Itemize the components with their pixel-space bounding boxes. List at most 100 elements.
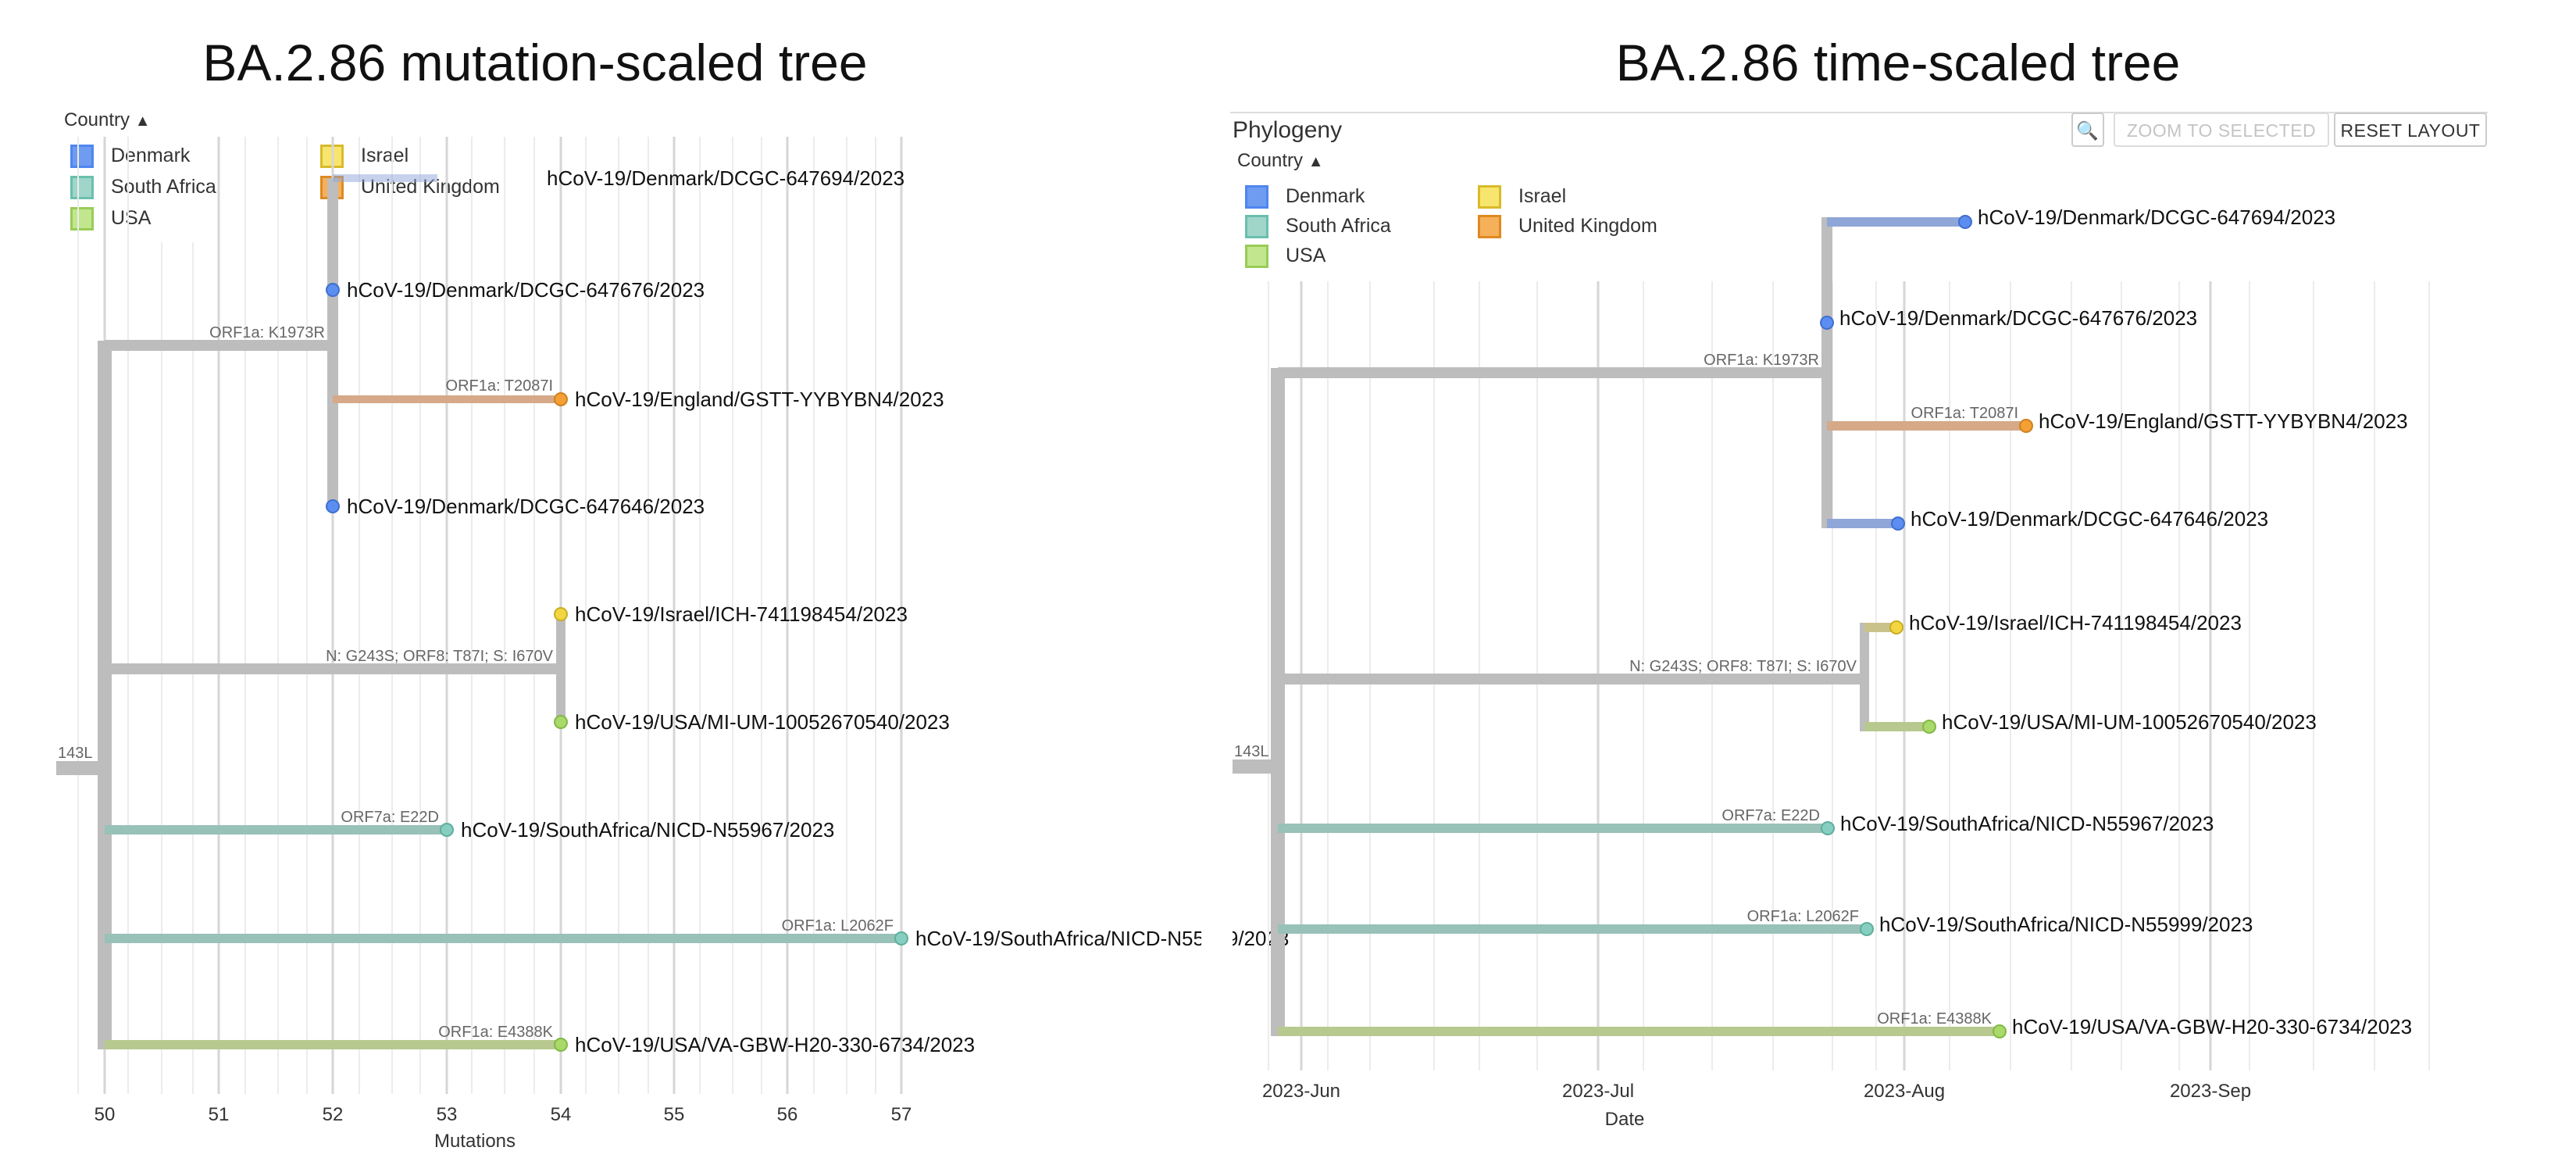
mutation-label: ORF7a: E22D [341, 809, 439, 826]
mutation-label: ORF1a: T2087I [446, 377, 553, 395]
panel-divider [1230, 112, 2488, 113]
x-tick-label: 2023-Jun [1262, 1081, 1340, 1102]
right-tree-title: BA.2.86 time-scaled tree [1615, 34, 2181, 91]
zoom-to-selected-button[interactable]: ZOOM TO SELECTED [2114, 113, 2329, 147]
tip-marker [2019, 419, 2033, 433]
root-label: 143L [58, 745, 93, 762]
legend-item-israel[interactable]: Israel [1478, 183, 1566, 209]
legend-label: USA [1286, 245, 1326, 266]
legend-swatch [1478, 215, 1501, 239]
tip-label[interactable]: hCoV-19/USA/VA-GBW-H20-330-6734/2023 [2012, 1015, 2412, 1038]
mutation-label: ORF1a: L2062F [782, 917, 894, 935]
tip-label[interactable]: hCoV-19/Israel/ICH-741198454/2023 [1909, 611, 2242, 634]
tip-label[interactable]: hCoV-19/Denmark/DCGC-647646/2023 [347, 495, 705, 518]
tip-marker [326, 283, 340, 297]
legend-item-south-africa[interactable]: South Africa [1245, 213, 1391, 239]
tip-marker [1993, 1024, 2007, 1038]
mutation-label: ORF1a: E4388K [438, 1024, 553, 1041]
root-label: 143L [1234, 743, 1269, 760]
right-tree: hCoV-19/Denmark/DCGC-647694/2023 hCoV-19… [1233, 206, 2430, 1130]
tip-label[interactable]: hCoV-19/Denmark/DCGC-647676/2023 [1839, 306, 2197, 330]
tip-marker [554, 715, 568, 729]
left-country-toggle-label: Country [64, 109, 130, 130]
tip-label[interactable]: hCoV-19/Israel/ICH-741198454/2023 [575, 602, 908, 626]
tip-label[interactable]: hCoV-19/England/GSTT-YYBYBN4/2023 [575, 388, 944, 411]
left-tree: hCoV-19/Denmark/DCGC-647694/2023 hCoV-19… [56, 137, 1289, 1152]
legend-item-usa[interactable]: USA [1245, 242, 1325, 269]
right-country-toggle-label: Country [1237, 150, 1304, 171]
tip-marker [1820, 316, 1834, 330]
right-country-toggle[interactable]: Country ▲ [1237, 150, 1324, 172]
mutation-label: ORF1a: T2087I [1911, 405, 2018, 422]
x-tick-label: 51 [209, 1104, 230, 1125]
tip-label[interactable]: hCoV-19/England/GSTT-YYBYBN4/2023 [2039, 409, 2408, 433]
legend-swatch [1245, 185, 1268, 209]
tip-marker [1860, 922, 1874, 936]
x-axis-label: Date [1605, 1109, 1645, 1130]
tip-label[interactable]: hCoV-19/SouthAfrica/NICD-N55999/2023 [1879, 913, 2253, 936]
tip-label[interactable]: hCoV-19/Denmark/DCGC-647676/2023 [347, 278, 705, 302]
legend-swatch [1245, 215, 1268, 239]
tip-marker [894, 931, 908, 945]
legend-label: Denmark [111, 145, 191, 166]
x-tick-label: 52 [323, 1104, 344, 1125]
tip-label[interactable]: hCoV-19/USA/MI-UM-10052670540/2023 [575, 710, 950, 734]
x-tick-label: 54 [551, 1104, 572, 1125]
tip-marker [554, 392, 568, 406]
legend-label: South Africa [1286, 215, 1391, 237]
legend-swatch [1478, 185, 1501, 209]
x-tick-label: 2023-Jul [1562, 1081, 1634, 1102]
left-country-toggle[interactable]: Country ▲ [64, 109, 151, 131]
tip-marker [554, 1038, 568, 1052]
tip-label[interactable]: hCoV-19/Denmark/DCGC-647694/2023 [547, 166, 904, 190]
zoom-button[interactable]: 🔍 [2071, 113, 2104, 147]
legend-label: United Kingdom [1518, 215, 1657, 237]
tip-label[interactable]: hCoV-19/Denmark/DCGC-647646/2023 [1911, 507, 2268, 531]
legend-item-united-kingdom[interactable]: United Kingdom [1478, 213, 1657, 239]
x-tick-label: 53 [437, 1104, 458, 1125]
tip-marker [1889, 620, 1903, 634]
phylogeny-panel-label: Phylogeny [1233, 117, 1343, 143]
tip-label[interactable]: hCoV-19/Denmark/DCGC-647694/2023 [1978, 206, 2335, 229]
tip-label[interactable]: hCoV-19/SouthAfrica/NICD-N55967/2023 [461, 818, 834, 842]
chevron-up-icon: ▲ [134, 113, 151, 130]
tip-marker [440, 823, 454, 837]
legend-swatch [70, 145, 94, 169]
tip-marker [554, 607, 568, 621]
x-tick-label: 50 [95, 1104, 116, 1125]
legend-label: Denmark [1286, 185, 1365, 207]
mutation-label: ORF1a: K1973R [209, 324, 325, 341]
x-tick-label: 55 [664, 1104, 685, 1125]
mutation-label: N: G243S; ORF8: T87I; S: I670V [326, 648, 554, 665]
tip-marker [1891, 516, 1905, 531]
chevron-up-icon: ▲ [1308, 153, 1324, 170]
tip-marker [326, 499, 340, 513]
reset-layout-button[interactable]: RESET LAYOUT [2334, 113, 2487, 147]
mutation-label: ORF1a: L2062F [1747, 908, 1859, 925]
legend-label: USA [111, 207, 152, 229]
magnifier-icon: 🔍 [2076, 120, 2100, 141]
tip-label[interactable]: hCoV-19/SouthAfrica/NICD-N55967/2023 [1840, 812, 2214, 835]
x-tick-label: 56 [777, 1104, 798, 1125]
mutation-label: N: G243S; ORF8: T87I; S: I670V [1629, 658, 1857, 675]
tip-marker [1922, 720, 1936, 734]
tip-label[interactable]: hCoV-19/USA/VA-GBW-H20-330-6734/2023 [575, 1033, 975, 1056]
legend-swatch [70, 176, 94, 200]
mutation-label: ORF1a: K1973R [1704, 352, 1819, 369]
legend-item-usa[interactable]: USA [70, 205, 151, 231]
tip-marker [1958, 215, 1972, 229]
tip-marker [1821, 821, 1835, 835]
tip-label[interactable]: hCoV-19/USA/MI-UM-10052670540/2023 [1942, 710, 2317, 734]
x-tick-label: 2023-Sep [2170, 1081, 2251, 1102]
left-tree-title: BA.2.86 mutation-scaled tree [202, 34, 868, 91]
mutation-label: ORF1a: E4388K [1877, 1010, 1992, 1028]
legend-item-denmark[interactable]: Denmark [1245, 183, 1365, 209]
legend-item-denmark[interactable]: Denmark [70, 142, 190, 169]
legend-swatch [1245, 245, 1268, 269]
legend-swatch [70, 207, 94, 231]
mutation-label: ORF7a: E22D [1721, 807, 1820, 824]
tip-label[interactable]: hCoV-19/SouthAfrica/NICD-N55999/2023 [915, 927, 1289, 950]
legend-label: Israel [361, 145, 409, 166]
legend-label: Israel [1518, 185, 1567, 207]
x-tick-label: 57 [891, 1104, 912, 1125]
